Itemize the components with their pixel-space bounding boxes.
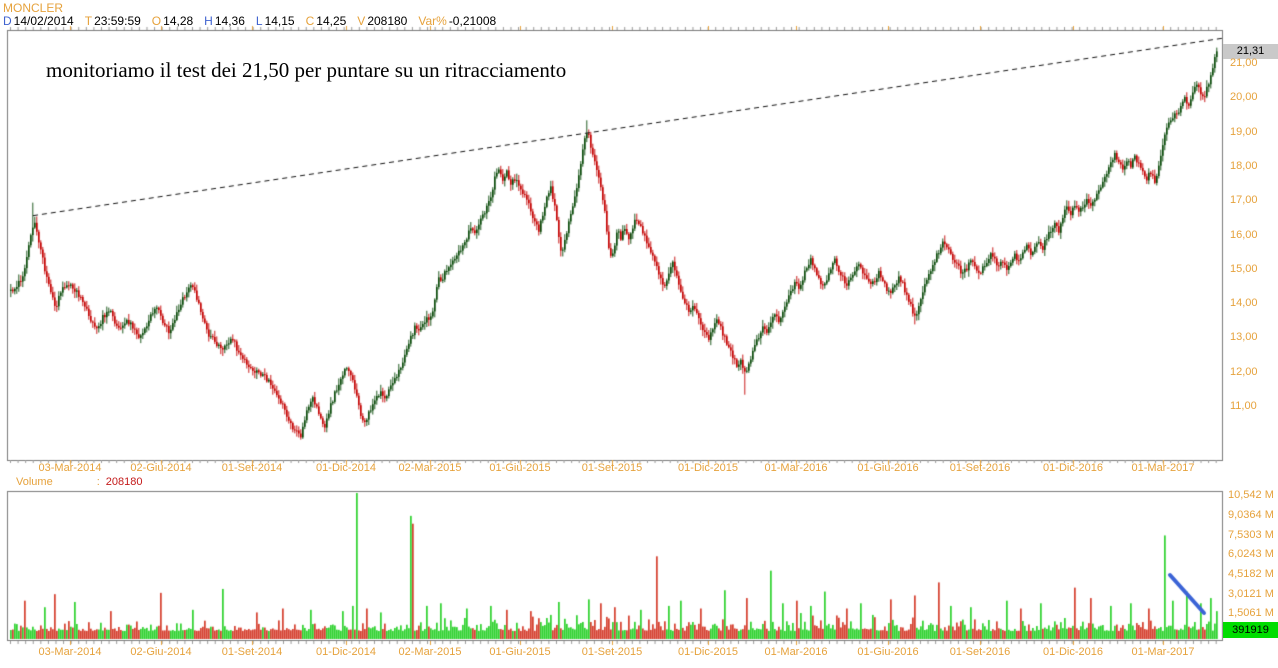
ohlc-field-t: T 23:59:59 — [84, 14, 141, 28]
volume-axis-label: 7,5303 M — [1228, 528, 1274, 541]
ohlc-field-l: L 14,15 — [255, 14, 295, 28]
date-axis-label: 02-Mar-2015 — [398, 646, 462, 658]
price-axis-label: 18,00 — [1230, 159, 1258, 172]
date-axis-label: 01-Mar-2017 — [1131, 646, 1195, 658]
date-axis-label: 02-Giu-2014 — [130, 462, 192, 474]
ohlc-field-h: H 14,36 — [204, 14, 245, 28]
date-axis-label: 01-Dic-2014 — [316, 646, 376, 658]
date-axis-label: 01-Set-2014 — [221, 462, 283, 474]
price-axis-label: 12,00 — [1230, 365, 1258, 378]
price-axis-label: 15,00 — [1230, 262, 1258, 275]
price-axis-label: 21,00 — [1230, 57, 1258, 69]
ohlc-field-var: Var% -0,21008 — [418, 14, 497, 28]
ohlc-field-c: C 14,25 — [305, 14, 347, 28]
volume-indicator-separator: : — [96, 476, 100, 488]
date-axis-label: 01-Giu-2016 — [857, 646, 919, 658]
date-axis-label: 03-Mar-2014 — [38, 462, 102, 474]
ohlc-field-v: V 208180 — [357, 14, 408, 28]
chart-annotation-text: monitoriamo il test dei 21,50 per puntar… — [46, 58, 567, 82]
price-axis-label: 20,00 — [1230, 91, 1258, 104]
date-axis-label: 01-Dic-2016 — [1043, 462, 1103, 474]
volume-axis-label: 3,0121 M — [1228, 587, 1274, 600]
ohlc-data-row: D 14/02/2014 T 23:59:59 O 14,28 H 14,36 L 14,15 C 1… — [3, 15, 507, 27]
date-axis-label: 01-Mar-2017 — [1131, 462, 1195, 474]
date-axis-label: 01-Mar-2016 — [764, 646, 828, 658]
volume-axis-label: 4,5182 M — [1228, 568, 1274, 581]
price-axis-label: 17,00 — [1230, 194, 1258, 207]
volume-axis-label: 9,0364 M — [1228, 509, 1274, 522]
price-axis-label: 19,00 — [1230, 125, 1258, 138]
ohlc-field-d: D 14/02/2014 — [3, 14, 74, 28]
volume-axis-label: 10,542 M — [1228, 489, 1274, 502]
date-axis-label: 03-Mar-2014 — [38, 646, 102, 658]
ohlc-field-o: O 14,28 — [151, 14, 194, 28]
date-axis-label: 01-Set-2014 — [221, 646, 283, 658]
date-axis-label: 01-Dic-2014 — [316, 462, 376, 474]
volume-indicator-row: Volume:208180 — [16, 477, 142, 488]
date-axis-label: 01-Set-2016 — [949, 646, 1011, 658]
date-axis-label: 02-Giu-2014 — [130, 646, 192, 658]
price-axis-label: 11,00 — [1230, 400, 1257, 412]
date-axis-label: 01-Giu-2015 — [489, 646, 551, 658]
date-axis-label: 01-Giu-2015 — [489, 462, 551, 474]
volume-axis-label: 6,0243 M — [1228, 548, 1274, 561]
price-axis-label: 14,00 — [1230, 297, 1258, 310]
date-axis-label: 01-Giu-2016 — [857, 462, 919, 474]
volume-indicator-value: 208180 — [105, 476, 143, 488]
price-axis-label: 13,00 — [1230, 331, 1258, 344]
last-volume-badge: 391919 — [1223, 622, 1278, 638]
date-axis-label: 01-Dic-2015 — [678, 462, 738, 474]
instrument-title: MONCLER — [3, 1, 64, 15]
date-axis-label: 01-Set-2015 — [581, 462, 643, 474]
date-axis-label: 01-Dic-2016 — [1043, 646, 1103, 658]
price-axis-label: 16,00 — [1230, 228, 1258, 241]
date-axis-label: 01-Dic-2015 — [678, 646, 738, 658]
date-axis-label: 01-Mar-2016 — [764, 462, 828, 474]
volume-indicator-label: Volume — [16, 476, 53, 488]
last-price-badge: 21,31 — [1223, 44, 1278, 59]
date-axis-label: 01-Set-2016 — [949, 462, 1011, 474]
date-axis-label: 02-Mar-2015 — [398, 462, 462, 474]
date-axis-label: 01-Set-2015 — [581, 646, 643, 658]
volume-axis-label: 1,5061 M — [1228, 607, 1274, 620]
